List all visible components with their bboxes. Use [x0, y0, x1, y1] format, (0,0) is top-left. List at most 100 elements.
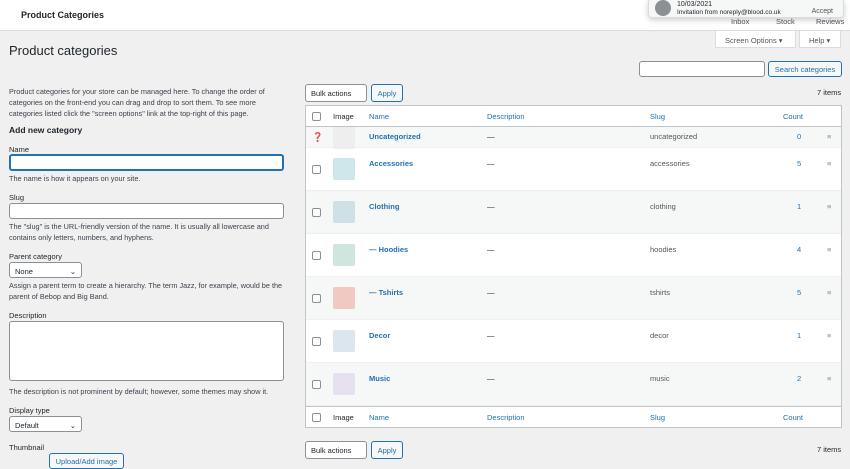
category-name-link[interactable]: — Tshirts — [369, 288, 404, 297]
select-all-checkbox[interactable] — [312, 112, 321, 121]
search-input[interactable] — [639, 61, 765, 77]
placeholder-image-icon — [333, 127, 355, 149]
slug-help: The "slug" is the URL-friendly version o… — [9, 222, 269, 242]
accept-button[interactable]: Accept — [811, 8, 833, 15]
apply-button-bottom[interactable]: Apply — [371, 441, 403, 459]
col-name[interactable]: Name — [369, 112, 390, 121]
chevron-down-icon: ⌄ — [69, 421, 76, 430]
category-description: — — [487, 374, 495, 383]
avatar-icon — [655, 0, 671, 16]
category-description: — — [487, 202, 495, 211]
chevron-down-icon: ⌄ — [69, 267, 76, 276]
category-count-link[interactable]: 2 — [797, 374, 802, 383]
category-description: — — [487, 132, 495, 141]
drag-handle-icon[interactable]: ≡ — [827, 202, 832, 211]
category-name-link[interactable]: Clothing — [369, 202, 400, 211]
category-description: — — [487, 331, 495, 340]
drag-handle-icon[interactable]: ≡ — [827, 331, 832, 340]
col-description[interactable]: Description — [487, 112, 525, 121]
category-name-link[interactable]: Uncategorized — [369, 132, 421, 141]
slug-label: Slug — [9, 193, 25, 202]
parent-value: None — [15, 267, 33, 276]
intro-text: Product categories for your store can be… — [9, 87, 265, 118]
category-slug: clothing — [650, 202, 676, 211]
category-name-link[interactable]: Music — [369, 374, 391, 383]
col-count[interactable]: Count — [783, 112, 804, 121]
display-type-select[interactable]: Default ⌄ — [9, 416, 82, 432]
nav-inbox[interactable]: Inbox — [731, 17, 750, 26]
drag-handle-icon[interactable]: ≡ — [827, 245, 832, 254]
table-row: — Hoodies — hoodies 4 ≡ — [306, 234, 841, 277]
add-category-heading: Add new category — [9, 125, 83, 135]
search-categories-button[interactable]: Search categories — [768, 61, 842, 77]
category-name-link[interactable]: — Hoodies — [369, 245, 409, 254]
name-label: Name — [9, 145, 30, 154]
category-description: — — [487, 245, 495, 254]
category-slug: music — [650, 374, 670, 383]
drag-handle-icon[interactable]: ≡ — [827, 374, 832, 383]
description-label: Description — [9, 311, 47, 320]
category-count-link[interactable]: 1 — [797, 202, 802, 211]
bulk-actions-select-bottom[interactable]: Bulk actions — [305, 441, 367, 459]
select-all-checkbox-footer[interactable] — [312, 413, 321, 422]
notification: 10/03/2021 Invitation from noreply@blood… — [648, 0, 844, 18]
thumbnail-label: Thumbnail — [9, 443, 45, 452]
category-slug: accessories — [650, 159, 690, 168]
col-image: Image — [333, 112, 354, 121]
category-slug: tshirts — [650, 288, 671, 297]
category-count-link[interactable]: 5 — [797, 159, 802, 168]
row-checkbox[interactable] — [312, 379, 321, 389]
display-type-value: Default — [15, 421, 39, 430]
help-icon: ❓ — [312, 132, 324, 142]
drag-handle-icon[interactable]: ≡ — [827, 132, 832, 141]
row-checkbox[interactable] — [312, 207, 321, 217]
row-checkbox[interactable] — [312, 250, 321, 260]
page-title: Product categories — [9, 43, 118, 58]
col-slug-footer[interactable]: Slug — [650, 413, 666, 422]
category-name-link[interactable]: Decor — [369, 331, 391, 340]
col-image-footer: Image — [333, 413, 354, 422]
category-count-link[interactable]: 0 — [797, 132, 802, 141]
name-help: The name is how it appears on your site. — [9, 174, 141, 183]
description-textarea[interactable] — [9, 321, 284, 381]
category-slug: hoodies — [650, 245, 677, 254]
slug-input[interactable] — [9, 203, 284, 219]
notification-message: Invitation from noreply@blood.co.uk — [677, 9, 781, 16]
category-count-link[interactable]: 5 — [797, 288, 802, 297]
col-description-footer[interactable]: Description — [487, 413, 525, 422]
album-image-icon — [333, 373, 355, 395]
pennant-image-icon — [333, 330, 355, 352]
apply-button[interactable]: Apply — [371, 84, 403, 102]
parent-help: Assign a parent term to create a hierarc… — [9, 281, 283, 301]
category-count-link[interactable]: 1 — [797, 331, 802, 340]
row-checkbox[interactable] — [312, 336, 321, 346]
header-title: Product Categories — [21, 10, 105, 20]
screen-options-button[interactable]: Screen Options ▾ — [715, 31, 796, 48]
categories-table: Image Name Description Slug Count ❓ Unca… — [305, 105, 842, 428]
category-slug: decor — [650, 331, 669, 340]
notification-date: 10/03/2021 — [677, 1, 713, 8]
table-row: Decor — decor 1 ≡ — [306, 320, 841, 363]
category-description: — — [487, 288, 495, 297]
help-button[interactable]: Help ▾ — [799, 31, 841, 48]
row-checkbox[interactable] — [312, 293, 321, 303]
category-name-link[interactable]: Accessories — [369, 159, 414, 168]
bulk-actions-select[interactable]: Bulk actions — [305, 84, 367, 102]
table-row: ❓ Uncategorized — uncategorized 0 ≡ — [306, 127, 841, 149]
name-input[interactable] — [9, 154, 284, 171]
category-count-link[interactable]: 4 — [797, 245, 802, 254]
drag-handle-icon[interactable]: ≡ — [827, 288, 832, 297]
col-slug[interactable]: Slug — [650, 112, 666, 121]
nav-reviews[interactable]: Reviews — [816, 17, 845, 26]
col-count-footer[interactable]: Count — [783, 413, 804, 422]
items-count-bottom: 7 items — [817, 445, 842, 454]
nav-stock[interactable]: Stock — [776, 17, 795, 26]
hoodie-image-icon — [333, 244, 355, 266]
drag-handle-icon[interactable]: ≡ — [827, 159, 832, 168]
parent-label: Parent category — [9, 252, 62, 261]
upload-image-button[interactable]: Upload/Add image — [49, 453, 124, 469]
col-name-footer[interactable]: Name — [369, 413, 390, 422]
table-row: Music — music 2 ≡ — [306, 363, 841, 406]
row-checkbox[interactable] — [312, 164, 321, 174]
parent-select[interactable]: None ⌄ — [9, 262, 82, 278]
